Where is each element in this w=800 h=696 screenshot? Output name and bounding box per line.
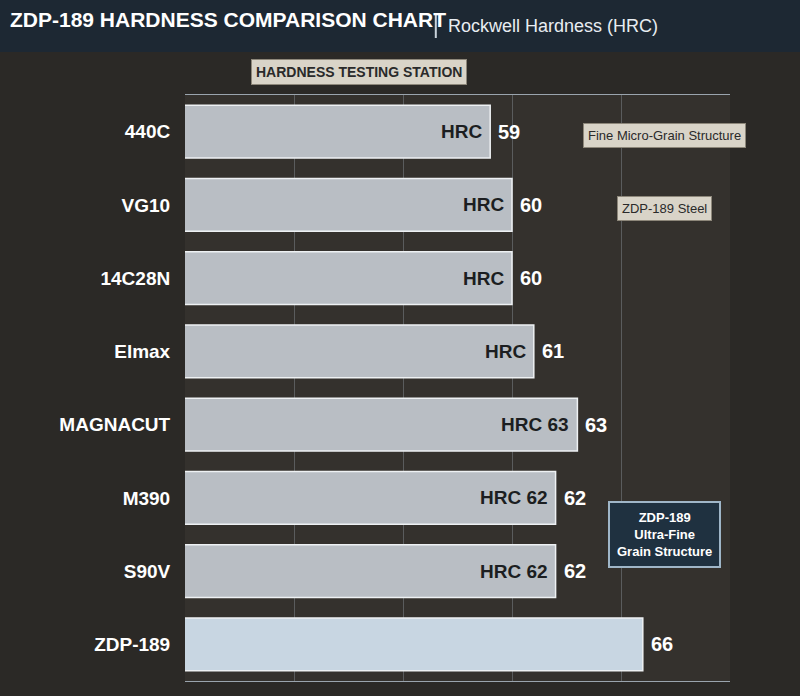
svg-text:MAGNACUT: MAGNACUT xyxy=(59,414,170,435)
svg-text:Rockwell Hardness (HRC): Rockwell Hardness (HRC) xyxy=(448,16,658,36)
svg-text:60: 60 xyxy=(520,267,542,289)
svg-text:63: 63 xyxy=(585,414,607,436)
svg-text:M390: M390 xyxy=(123,488,171,509)
svg-text:HRC 62: HRC 62 xyxy=(480,487,548,508)
svg-text:HRC: HRC xyxy=(463,268,504,289)
svg-text:VG10: VG10 xyxy=(122,195,171,216)
svg-text:Fine Micro-Grain Structure: Fine Micro-Grain Structure xyxy=(588,128,741,143)
svg-text:HRC: HRC xyxy=(463,194,504,215)
svg-text:66: 66 xyxy=(651,633,673,655)
svg-text:HRC 62: HRC 62 xyxy=(480,561,548,582)
svg-text:HRC 63: HRC 63 xyxy=(501,414,569,435)
svg-text:62: 62 xyxy=(564,487,586,509)
svg-text:60: 60 xyxy=(520,194,542,216)
svg-text:14C28N: 14C28N xyxy=(100,268,170,289)
svg-text:ZDP-189: ZDP-189 xyxy=(94,634,170,655)
svg-text:ZDP-189 Steel: ZDP-189 Steel xyxy=(622,201,707,216)
svg-text:HRC: HRC xyxy=(441,121,482,142)
svg-text:ZDP-189 HARDNESS COMPARISON CH: ZDP-189 HARDNESS COMPARISON CHART xyxy=(10,8,446,31)
svg-text:HRC: HRC xyxy=(485,341,526,362)
svg-text:Elmax: Elmax xyxy=(114,341,170,362)
svg-text:440C: 440C xyxy=(125,121,171,142)
svg-text:59: 59 xyxy=(498,121,520,143)
svg-text:ZDP-189Ultra-FineGrain Structu: ZDP-189Ultra-FineGrain Structure xyxy=(617,510,712,559)
svg-text:62: 62 xyxy=(564,560,586,582)
svg-text:S90V: S90V xyxy=(124,561,171,582)
svg-text:HARDNESS TESTING STATION: HARDNESS TESTING STATION xyxy=(256,64,462,80)
svg-text:61: 61 xyxy=(542,340,564,362)
